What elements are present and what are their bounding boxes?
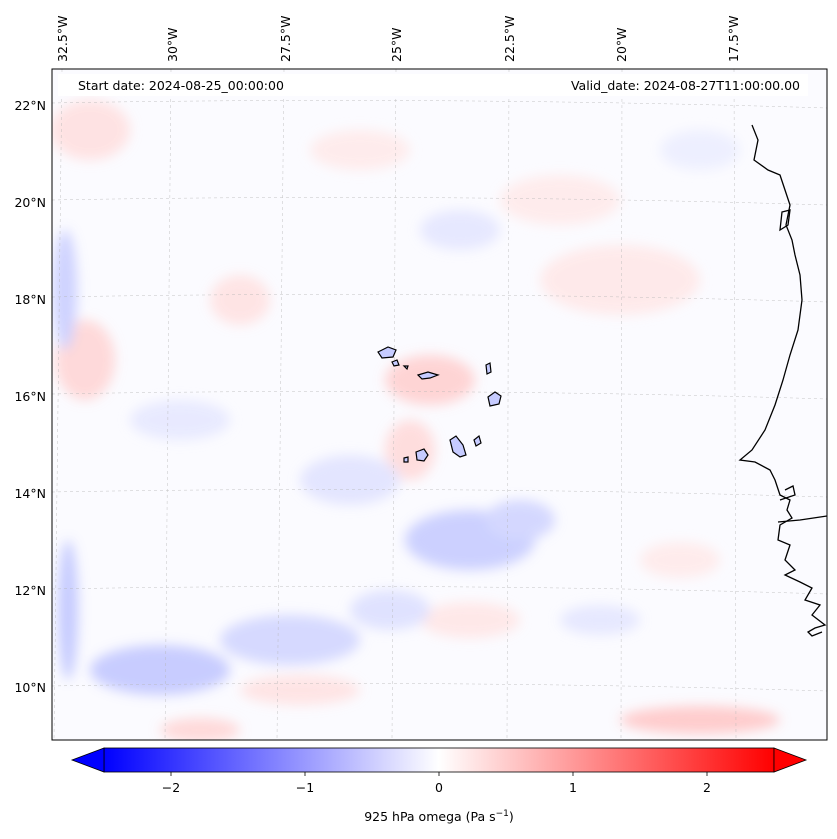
colorbar-label: 925 hPa omega (Pa s−1) [364, 809, 514, 824]
lat-label-12n: 12°N [14, 583, 46, 598]
colorbar-max-extend [773, 747, 808, 773]
lat-label-10n: 10°N [14, 680, 46, 695]
gambia-river [777, 515, 827, 523]
cb-tick-label: −1 [296, 780, 314, 795]
lon-label-20w: 20°W [614, 27, 629, 62]
island-sal [485, 362, 492, 375]
colorbar-body [103, 747, 775, 773]
cb-tick-label: 2 [703, 780, 711, 795]
island-fogo [415, 448, 429, 462]
lon-label-30w: 30°W [165, 27, 180, 62]
coastal-island [779, 209, 791, 232]
lon-label-17-5w: 17.5°W [726, 16, 741, 62]
island-sao-vicente [391, 359, 400, 367]
island-santo-antao [377, 346, 397, 359]
cb-tick-label: −2 [162, 780, 180, 795]
latitude-labels: 22°N 20°N 18°N 16°N 14°N 12°N 10°N [14, 98, 46, 695]
colorbar: −2 −1 0 1 2 925 hPa omega (Pa s−1) [70, 747, 808, 824]
lon-label-32-5w: 32.5°W [55, 16, 70, 62]
lat-label-22n: 22°N [14, 98, 46, 113]
senegal-inlet [779, 485, 796, 501]
colorbar-min-extend [70, 747, 105, 773]
cape-verde-islands [377, 346, 502, 463]
header-strip [58, 74, 808, 96]
map-gridlines [52, 69, 827, 740]
island-santiago [449, 435, 467, 458]
lat-label-20n: 20°N [14, 195, 46, 210]
map-panel [52, 69, 827, 740]
colorbar-ticks [170, 772, 708, 776]
lon-label-25w: 25°W [389, 27, 404, 62]
island-boa-vista [487, 391, 502, 407]
longitude-labels: 32.5°W 30°W 27.5°W 25°W 22.5°W 20°W 17.5… [55, 16, 741, 62]
africa-coast [738, 124, 827, 637]
valid-date-label: Valid_date: 2024-08-27T11:00:00.00 [571, 78, 800, 93]
cb-tick-label: 0 [435, 780, 443, 795]
start-date-label: Start date: 2024-08-25_00:00:00 [78, 78, 284, 93]
lon-label-27-5w: 27.5°W [278, 16, 293, 62]
lon-label-22-5w: 22.5°W [502, 16, 517, 62]
island-sao-nicolau [416, 371, 440, 380]
coastline [738, 124, 827, 637]
lat-label-18n: 18°N [14, 292, 46, 307]
lat-label-14n: 14°N [14, 486, 46, 501]
omega-field [52, 100, 780, 740]
lat-label-16n: 16°N [14, 389, 46, 404]
cb-tick-label: 1 [569, 780, 577, 795]
colorbar-tick-labels: −2 −1 0 1 2 [162, 780, 711, 795]
island-santa-luzia [402, 365, 409, 371]
island-brava [403, 456, 409, 463]
island-maio [473, 434, 482, 447]
map-frame [51, 68, 828, 741]
